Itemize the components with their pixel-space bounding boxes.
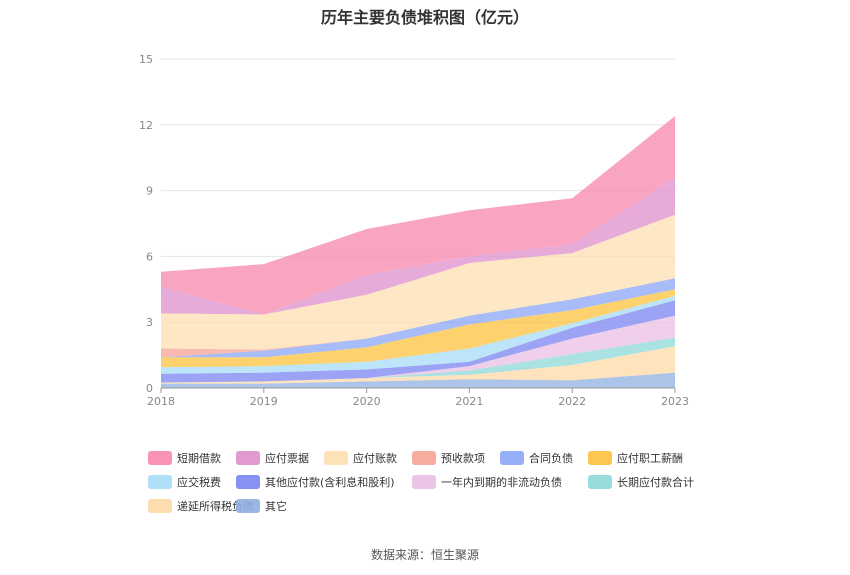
legend-item: 短期借款 bbox=[148, 451, 221, 465]
x-tick-label: 2021 bbox=[455, 395, 483, 408]
legend-label: 应付票据 bbox=[265, 451, 309, 465]
area-其它 bbox=[161, 372, 675, 388]
legend-item: 其他应付款(含利息和股利) bbox=[236, 475, 395, 489]
legend-item: 应付职工薪酬 bbox=[588, 451, 683, 465]
legend-item: 应付账款 bbox=[324, 451, 397, 465]
area-应付职工薪酬 bbox=[161, 289, 675, 368]
chart-title: 历年主要负债堆积图（亿元） bbox=[320, 8, 529, 27]
axes: 0 3 6 9 12 15 2018 2019 2020 2021 2022 2023 bbox=[139, 53, 689, 408]
area-短期借款 bbox=[161, 116, 675, 315]
area-一年内到期的非流动负债 bbox=[161, 315, 675, 383]
y-tick-label: 3 bbox=[146, 316, 153, 329]
legend-swatch bbox=[148, 451, 172, 465]
y-tick-label: 9 bbox=[146, 185, 153, 198]
legend-item: 其它 bbox=[236, 499, 287, 513]
area-应付票据 bbox=[161, 177, 675, 315]
legend-swatch bbox=[588, 451, 612, 465]
legend-swatch bbox=[500, 451, 524, 465]
x-tick-label: 2022 bbox=[558, 395, 586, 408]
legend-item: 合同负债 bbox=[500, 451, 573, 465]
x-tick-label: 2023 bbox=[661, 395, 689, 408]
y-tick-label: 12 bbox=[139, 119, 153, 132]
legend-label: 应付职工薪酬 bbox=[617, 451, 683, 465]
legend-label: 应交税费 bbox=[177, 475, 221, 489]
area-预收款项 bbox=[161, 278, 675, 358]
legend-swatch bbox=[236, 475, 260, 489]
legend-swatch bbox=[236, 499, 260, 513]
legend-label: 长期应付款合计 bbox=[617, 475, 694, 489]
legend-swatch bbox=[412, 451, 436, 465]
legend-label: 一年内到期的非流动负债 bbox=[441, 475, 562, 489]
legend-swatch bbox=[148, 499, 172, 513]
x-tick-label: 2019 bbox=[250, 395, 278, 408]
legend-label: 其它 bbox=[265, 499, 287, 513]
legend-label: 合同负债 bbox=[529, 451, 573, 465]
legend-item: 长期应付款合计 bbox=[588, 475, 694, 489]
source-note: 数据来源：恒生聚源 bbox=[370, 548, 479, 562]
legend-swatch bbox=[236, 451, 260, 465]
legend-item: 递延所得税负债 bbox=[148, 499, 254, 513]
y-tick-label: 15 bbox=[139, 53, 153, 66]
y-tick-label: 6 bbox=[146, 250, 153, 263]
legend-swatch bbox=[588, 475, 612, 489]
legend-item: 应付票据 bbox=[236, 451, 309, 465]
area-其他应付款(含利息和股利) bbox=[161, 300, 675, 383]
x-tick-label: 2020 bbox=[353, 395, 381, 408]
legend-item: 应交税费 bbox=[148, 475, 221, 489]
legend-label: 其他应付款(含利息和股利) bbox=[265, 475, 395, 489]
legend-swatch bbox=[324, 451, 348, 465]
legend-item: 预收款项 bbox=[412, 451, 485, 465]
legend-item: 一年内到期的非流动负债 bbox=[412, 475, 562, 489]
y-tick-label: 0 bbox=[146, 382, 153, 395]
legend-label: 应付账款 bbox=[353, 451, 397, 465]
legend-label: 递延所得税负债 bbox=[177, 499, 254, 513]
area-series bbox=[161, 116, 675, 388]
legend-swatch bbox=[412, 475, 436, 489]
area-应付账款 bbox=[161, 214, 675, 350]
area-递延所得税负债 bbox=[161, 346, 675, 384]
legend-label: 预收款项 bbox=[441, 451, 485, 465]
area-应交税费 bbox=[161, 295, 675, 374]
x-tick-label: 2018 bbox=[147, 395, 175, 408]
legend-label: 短期借款 bbox=[177, 451, 221, 465]
legend-swatch bbox=[148, 475, 172, 489]
area-长期应付款合计 bbox=[161, 337, 675, 383]
